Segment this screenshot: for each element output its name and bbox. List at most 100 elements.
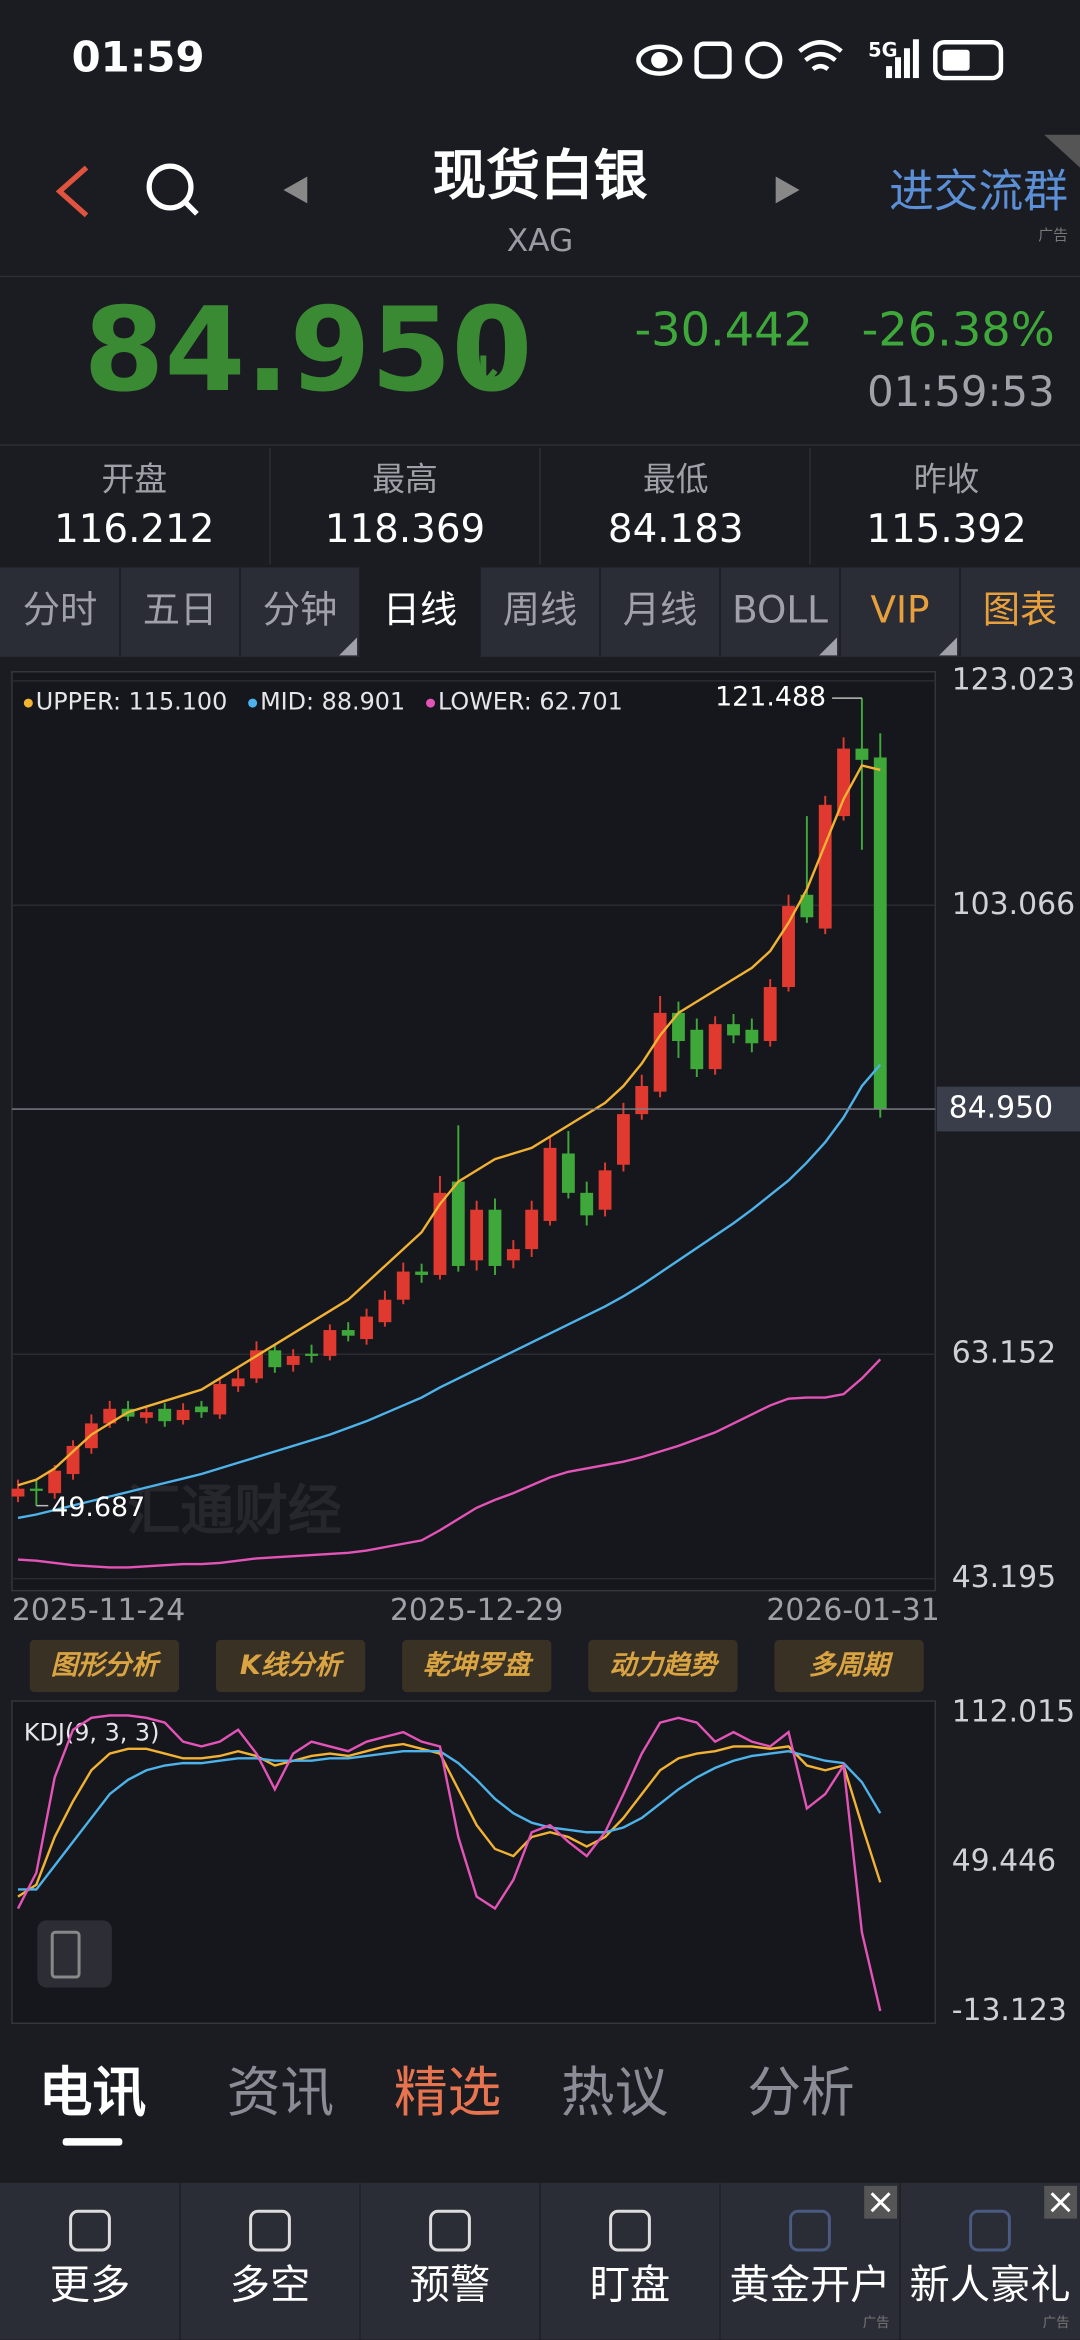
indicator-line	[17, 1742, 882, 1898]
candle-body	[286, 1355, 300, 1365]
tab[interactable]: 图表	[983, 588, 1058, 632]
candle-body	[525, 1209, 539, 1250]
tool-label[interactable]: 图形分析	[51, 1650, 163, 1681]
candle-body	[616, 1114, 630, 1165]
tab[interactable]: 周线	[503, 588, 578, 632]
watermark: 汇通财经	[127, 1479, 342, 1542]
nav-icon	[609, 2209, 651, 2252]
tool-label[interactable]: 动力趋势	[609, 1650, 720, 1681]
tools: 图形分析 K线分析 乾坤罗盘 动力趋势 多周期	[29, 1639, 924, 1693]
indicator-line	[17, 1358, 882, 1569]
stat-value: 84.183	[608, 507, 744, 552]
news-tab[interactable]: 分析	[747, 2061, 854, 2124]
y-tick-label: 112.015	[952, 1695, 1075, 1730]
next-button[interactable]	[775, 176, 800, 204]
y-tick-label: 43.195	[952, 1560, 1056, 1595]
nav-icon	[249, 2209, 291, 2252]
candle-body	[745, 1029, 759, 1044]
indicator-line	[17, 1063, 882, 1520]
news-tab[interactable]: 精选	[394, 2061, 501, 2124]
tool-label[interactable]: K线分析	[240, 1650, 345, 1681]
news-tab[interactable]: 热议	[561, 2061, 668, 2124]
stat-label: 最高	[372, 460, 438, 498]
candle-body	[139, 1412, 153, 1418]
candle-body	[818, 804, 832, 929]
candle-body	[561, 1153, 575, 1193]
tab[interactable]: 日线	[383, 588, 458, 632]
candle-body	[635, 1086, 649, 1115]
status-time: 01:59	[72, 33, 205, 82]
symbol: XAG	[507, 223, 574, 259]
nav-label[interactable]: 多空	[230, 2262, 311, 2308]
candle-body	[690, 1029, 704, 1070]
stat-value: 118.369	[325, 507, 485, 552]
nav-icon	[789, 2209, 831, 2252]
tool-label[interactable]: 乾坤罗盘	[423, 1650, 534, 1681]
candle-body	[360, 1316, 373, 1340]
tab[interactable]: 分时	[23, 588, 98, 632]
nav-label[interactable]: 盯盘	[590, 2262, 671, 2308]
current-price-box	[936, 1086, 1080, 1132]
status-icons	[636, 40, 1004, 81]
network-label: 5G	[868, 39, 897, 62]
candle-body	[763, 987, 777, 1042]
candle-body	[800, 894, 814, 918]
tab[interactable]: 分钟	[263, 588, 338, 632]
ad-label: 广告	[863, 2315, 890, 2331]
x-tick-label: 2026-01-31	[766, 1593, 939, 1628]
kdj-title: KDJ(9, 3, 3)	[24, 1718, 160, 1746]
nav-label[interactable]: 预警	[410, 2262, 491, 2308]
rotate-icon	[50, 1930, 81, 1979]
tab[interactable]: BOLL	[732, 588, 828, 632]
stats: 开盘 116.212 最高 118.369 最低 84.183 昨收 115.392	[54, 448, 1027, 565]
legend-dot	[23, 698, 33, 708]
nav-label[interactable]: 新人豪礼	[909, 2262, 1070, 2308]
candle-body	[782, 906, 795, 988]
tool-label[interactable]: 多周期	[809, 1650, 894, 1681]
ad-close-x	[1050, 2192, 1071, 2213]
max-label: 121.488	[715, 682, 826, 713]
news-tab[interactable]: 资讯	[227, 2061, 334, 2124]
tool-button[interactable]	[402, 1639, 552, 1693]
legend-dot	[426, 698, 436, 708]
candle-body	[341, 1330, 355, 1336]
candle-body	[855, 748, 869, 760]
ad-close-x	[870, 2192, 891, 2213]
candle-body	[268, 1350, 282, 1368]
search-button[interactable]	[146, 163, 199, 216]
tab[interactable]: VIP	[871, 588, 930, 632]
news-tab[interactable]: 电讯	[39, 2061, 146, 2124]
nav-icon	[69, 2209, 111, 2252]
stat-label: 昨收	[914, 460, 980, 498]
indicator-line	[17, 1749, 882, 1891]
candle-body	[48, 1470, 62, 1494]
tool-button[interactable]	[774, 1639, 924, 1693]
tab[interactable]: 月线	[623, 588, 698, 632]
stat-value: 115.392	[866, 507, 1026, 552]
candle-body	[29, 1488, 43, 1491]
current-price-label: 84.950	[949, 1091, 1053, 1126]
y-tick-label: 63.152	[952, 1336, 1056, 1371]
candle-body	[506, 1249, 520, 1261]
nav-label[interactable]: 黄金开户	[729, 2262, 890, 2308]
candle-body	[195, 1406, 208, 1413]
x-tick-label: 2025-11-24	[12, 1593, 185, 1628]
tab[interactable]: 五日	[143, 588, 218, 632]
tool-button[interactable]	[216, 1639, 366, 1693]
prev-button[interactable]	[283, 176, 308, 204]
nav-label[interactable]: 更多	[50, 2262, 131, 2308]
candle-body	[103, 1408, 117, 1424]
tool-button[interactable]	[29, 1639, 180, 1693]
tool-button[interactable]	[588, 1639, 738, 1693]
rotate-button[interactable]	[37, 1920, 112, 1988]
group-button[interactable]: 进交流群	[889, 164, 1068, 217]
tabs: 分时 五日 分钟 日线 周线 月线 BOLL VIP 图表	[23, 567, 1058, 657]
quote-time: 01:59:53	[867, 367, 1055, 416]
candle-body	[433, 1192, 447, 1275]
candle-body	[451, 1181, 465, 1266]
back-button[interactable]	[55, 165, 89, 218]
